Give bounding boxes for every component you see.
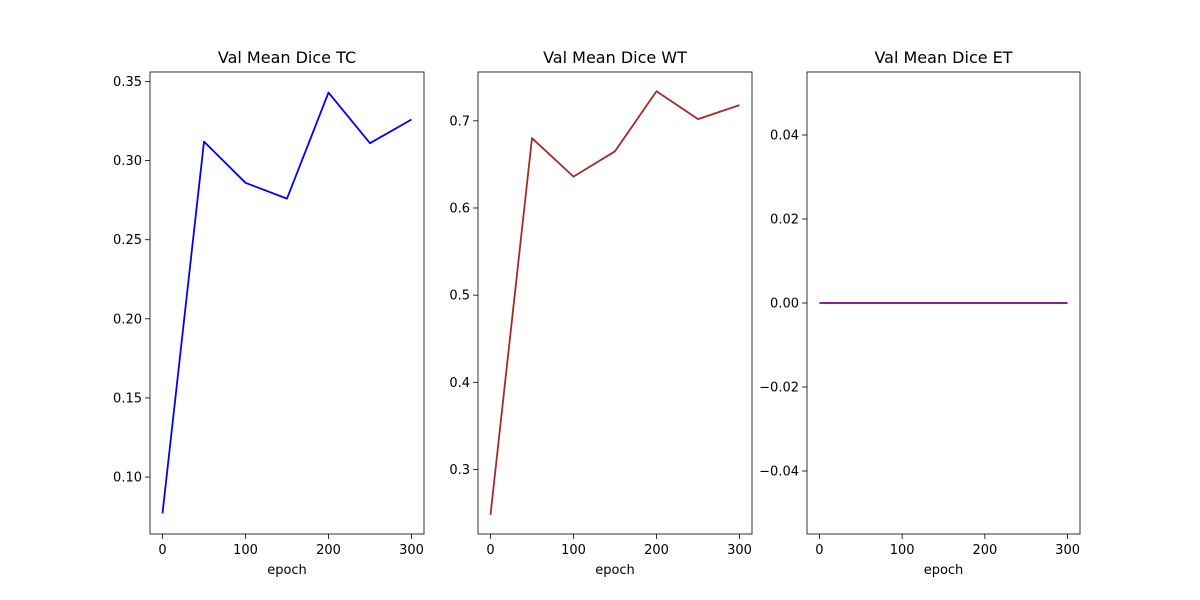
chart-title: Val Mean Dice TC <box>218 48 356 67</box>
x-tick-label: 300 <box>399 543 424 558</box>
x-tick-label: 200 <box>972 543 997 558</box>
chart-panel-1: Val Mean Dice TC 0 100 200 300 0.10 0.15 0.20 0.… <box>113 48 425 578</box>
x-tick-label: 200 <box>644 543 669 558</box>
x-tick-label: 0 <box>158 543 166 558</box>
y-tick-label: 0.7 <box>449 114 470 129</box>
x-tick-label: 300 <box>727 543 752 558</box>
x-axis-label: epoch <box>924 563 964 578</box>
y-tick-label: 0.02 <box>770 213 799 228</box>
x-tick-label: 0 <box>486 543 494 558</box>
chart-title: Val Mean Dice ET <box>874 48 1012 67</box>
y-tick-label: 0.25 <box>113 233 142 248</box>
chart-title: Val Mean Dice WT <box>543 48 687 67</box>
x-tick-label: 200 <box>316 543 341 558</box>
y-tick-label: 0.20 <box>113 312 142 327</box>
chart-panel-2: Val Mean Dice WT 0 100 200 300 0.3 0.4 0.5 0.6 0.… <box>449 48 753 578</box>
y-tick-label: 0.35 <box>113 75 142 90</box>
x-tick-label: 100 <box>233 543 258 558</box>
series-line-1 <box>489 90 740 515</box>
y-tick-label: 0.10 <box>113 471 142 486</box>
series-line-1 <box>161 91 412 514</box>
axes-frame <box>149 71 425 535</box>
y-tick-label: 0.00 <box>770 297 799 312</box>
x-tick-label: 300 <box>1055 543 1080 558</box>
axes-frame <box>477 71 753 535</box>
x-axis-label: epoch <box>595 563 635 578</box>
y-tick-label: −0.04 <box>759 465 799 480</box>
y-tick-label: −0.02 <box>759 381 799 396</box>
chart-panel-3: Val Mean Dice ET 0 100 200 300 −0.04 −0.02 0.00… <box>759 48 1081 578</box>
y-tick-label: 0.04 <box>770 129 799 144</box>
y-tick-label: 0.3 <box>449 463 470 478</box>
y-tick-label: 0.5 <box>449 289 470 304</box>
y-tick-label: 0.15 <box>113 391 142 406</box>
x-axis-label: epoch <box>267 563 307 578</box>
y-tick-label: 0.4 <box>449 376 470 391</box>
x-tick-label: 100 <box>890 543 915 558</box>
y-tick-label: 0.30 <box>113 154 142 169</box>
x-tick-label: 0 <box>815 543 823 558</box>
y-tick-label: 0.6 <box>449 201 470 216</box>
x-tick-label: 100 <box>561 543 586 558</box>
